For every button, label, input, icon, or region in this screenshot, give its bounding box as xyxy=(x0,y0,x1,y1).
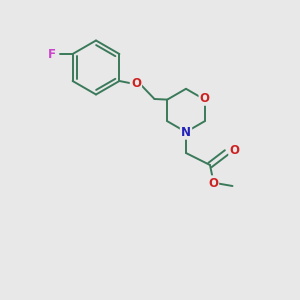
Text: F: F xyxy=(48,47,56,61)
Text: N: N xyxy=(181,125,191,139)
Text: O: O xyxy=(208,176,218,190)
Text: O: O xyxy=(230,144,239,158)
Text: O: O xyxy=(200,92,210,105)
Text: O: O xyxy=(131,77,141,90)
